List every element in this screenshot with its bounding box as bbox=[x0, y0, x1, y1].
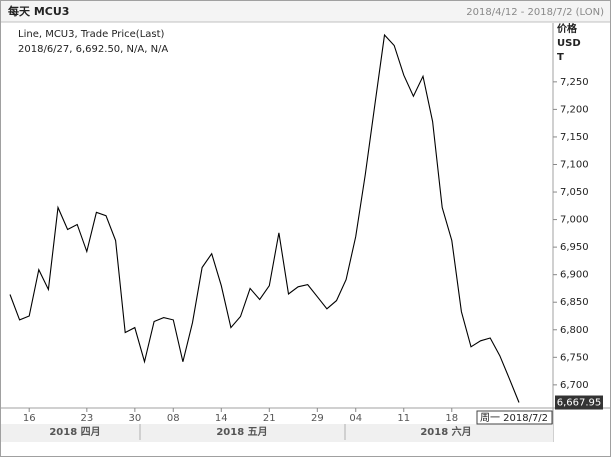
y-tick-label: 6,950 bbox=[560, 242, 589, 253]
y-axis-label: T bbox=[557, 52, 564, 63]
y-tick-label: 6,850 bbox=[560, 297, 589, 308]
x-tick-label: 21 bbox=[263, 413, 276, 424]
price-line bbox=[9, 33, 520, 403]
x-tick-label: 23 bbox=[80, 413, 93, 424]
y-tick-label: 7,050 bbox=[560, 187, 589, 198]
y-axis-label: USD bbox=[557, 38, 581, 49]
y-tick-label: 6,750 bbox=[560, 352, 589, 363]
x-tick-label: 08 bbox=[167, 413, 180, 424]
end-date-label: 周一 2018/7/2 bbox=[480, 412, 548, 424]
y-tick-label: 7,250 bbox=[560, 77, 589, 88]
x-tick-label: 29 bbox=[311, 413, 324, 424]
y-tick-label: 7,150 bbox=[560, 132, 589, 143]
header-bar bbox=[1, 1, 610, 22]
x-tick-label: 16 bbox=[23, 413, 36, 424]
month-band bbox=[1, 424, 553, 442]
x-tick-label: 11 bbox=[397, 413, 410, 424]
x-tick-label: 18 bbox=[445, 413, 458, 424]
end-date-box bbox=[476, 410, 553, 425]
month-label: 2018 五月 bbox=[216, 426, 267, 438]
x-tick-label: 04 bbox=[349, 413, 362, 424]
y-tick-label: 6,800 bbox=[560, 325, 589, 336]
y-axis-label: 价格 bbox=[557, 22, 578, 35]
y-tick-label: 7,000 bbox=[560, 215, 589, 226]
y-tick-label: 7,100 bbox=[560, 159, 589, 170]
chart-title: 每天 MCU3 bbox=[8, 4, 69, 18]
y-tick-label: 6,900 bbox=[560, 270, 589, 281]
x-tick-label: 30 bbox=[128, 413, 141, 424]
last-value-box bbox=[555, 395, 603, 410]
legend-line: 2018/6/27, 6,692.50, N/A, N/A bbox=[18, 44, 168, 55]
month-label: 2018 六月 bbox=[420, 425, 471, 438]
y-tick-label: 6,700 bbox=[560, 380, 589, 391]
y-tick-label: 7,200 bbox=[560, 104, 589, 115]
month-label: 2018 四月 bbox=[49, 426, 100, 438]
x-tick-label: 14 bbox=[215, 413, 228, 424]
legend-line: Line, MCU3, Trade Price(Last) bbox=[18, 29, 165, 40]
last-value-label: 6,667.95 bbox=[557, 398, 602, 409]
date-range: 2018/4/12 - 2018/7/2 (LON) bbox=[466, 7, 604, 18]
